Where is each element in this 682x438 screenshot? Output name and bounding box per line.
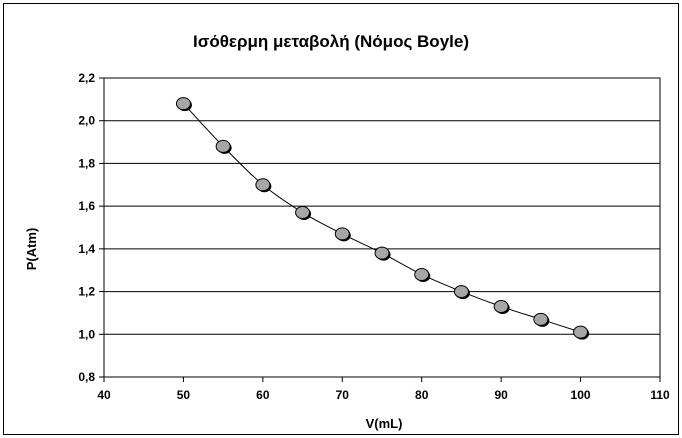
data-point [573, 325, 590, 340]
y-tick-label: 1,6 [78, 199, 95, 213]
x-tick-label: 80 [415, 388, 429, 402]
data-point [295, 206, 312, 221]
y-tick-label: 1,2 [78, 285, 95, 299]
data-points [175, 97, 590, 340]
chart-frame [3, 3, 679, 435]
x-tick-label: 70 [336, 388, 350, 402]
trend-line [183, 103, 581, 333]
y-tick-label: 0,8 [78, 370, 95, 384]
x-tick-label: 110 [650, 388, 670, 402]
y-tick-label: 1,4 [78, 242, 95, 256]
data-point [414, 267, 431, 282]
x-tick-label: 100 [571, 388, 591, 402]
data-point [453, 285, 470, 300]
y-tick-label: 2,2 [78, 71, 95, 85]
chart-title: Ισόθερμη μεταβολή (Νόμος Boyle) [193, 32, 469, 51]
data-point [533, 312, 550, 327]
y-tick-label: 1,8 [78, 156, 95, 170]
x-tick-label: 90 [494, 388, 508, 402]
data-point [175, 97, 192, 112]
data-point [255, 178, 272, 193]
x-tick-label: 40 [97, 388, 111, 402]
y-axis: 0,8 1,0 1,2 1,4 1,6 1,8 2,0 2,2 [78, 71, 104, 384]
data-point [374, 246, 391, 261]
x-tick-label: 50 [177, 388, 191, 402]
data-point [215, 139, 232, 154]
y-tick-label: 1,0 [78, 327, 95, 341]
data-point [334, 227, 351, 242]
x-tick-label: 60 [256, 388, 270, 402]
data-point [493, 300, 510, 315]
y-axis-label: P(Atm) [24, 228, 39, 271]
x-axis: 40 50 60 70 80 90 100 110 [97, 377, 670, 402]
plot-area [103, 77, 661, 378]
x-axis-label: V(mL) [366, 416, 403, 431]
y-tick-label: 2,0 [78, 114, 95, 128]
